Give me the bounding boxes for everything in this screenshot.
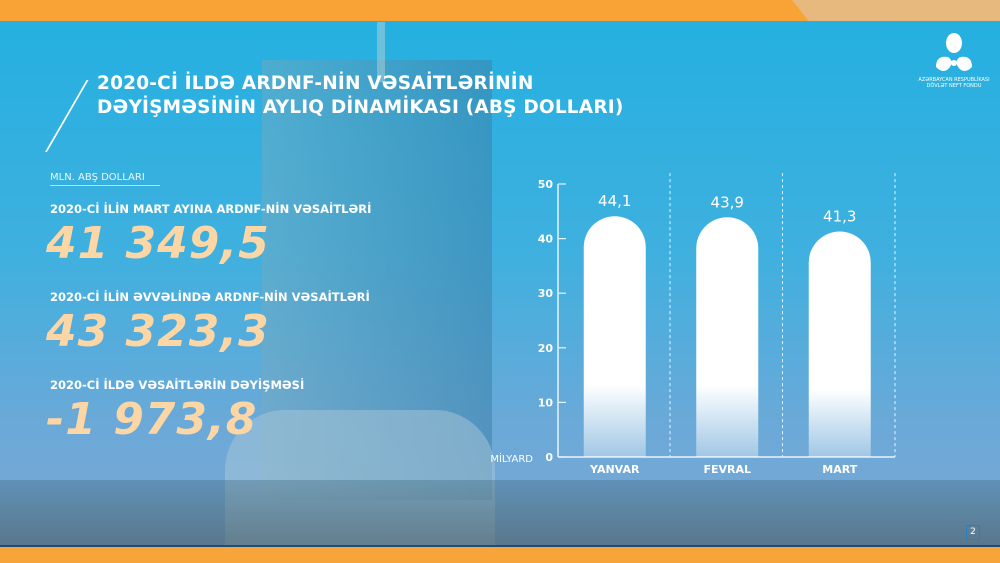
x-tick-label: MART [822,463,857,476]
stat-label-change: 2020-Cİ İLDƏ VƏSAİTLƏRİN DƏYİŞMƏSİ [50,378,305,392]
y-tick-label: 40 [538,233,554,246]
title-line-1: 2020-Cİ İLDƏ ARDNF-NİN VƏSAİTLƏRİNİN [97,73,534,94]
top-accent-bar-light [792,0,1000,21]
y-tick-label: 20 [538,342,554,355]
stat-label-march: 2020-Cİ İLİN MART AYINA ARDNF-NİN VƏSAİT… [50,202,372,216]
stat-value-start: 43 323,3 [46,306,270,357]
top-accent-bar [0,0,1000,21]
bar-yanvar [583,216,646,457]
y-tick-label: 0 [545,451,553,464]
logo-text-2: DÖVLƏT NEFT FONDU [926,83,982,89]
data-label: 41,3 [823,208,856,226]
x-tick-label: FEVRAL [703,463,751,476]
bar-fevral [696,217,759,457]
data-label: 44,1 [598,192,631,210]
y-tick-label: 10 [538,396,554,409]
bottom-accent-bar [0,545,1000,563]
y-tick-label: 50 [538,178,554,191]
stat-value-change: -1 973,8 [46,394,258,445]
trees-ground [0,480,1000,546]
stat-value-march: 41 349,5 [46,218,270,269]
page-title: 2020-Cİ İLDƏ ARDNF-NİN VƏSAİTLƏRİNİN DƏY… [97,72,624,120]
bar-mart [808,231,871,457]
y-axis-label: MİLYARD [490,452,533,465]
x-tick-label: YANVAR [589,463,640,476]
page-number: 2 [966,525,980,540]
building-spire [377,22,385,82]
logo-icon [936,33,972,71]
y-tick-label: 30 [538,287,554,300]
data-label: 43,9 [711,193,744,211]
unit-label: MLN. ABŞ DOLLARI [50,172,160,186]
logo-text-1: AZƏRBAYCAN RESPUBLİKASI [918,77,990,83]
title-line-2: DƏYİŞMƏSİNİN AYLIQ DİNAMİKASI (ABŞ DOLLA… [97,97,624,118]
logo: AZƏRBAYCAN RESPUBLİKASI DÖVLƏT NEFT FOND… [915,33,993,89]
stat-label-start: 2020-Cİ İLİN ƏVVƏLİNDƏ ARDNF-NİN VƏSAİTL… [50,290,370,304]
